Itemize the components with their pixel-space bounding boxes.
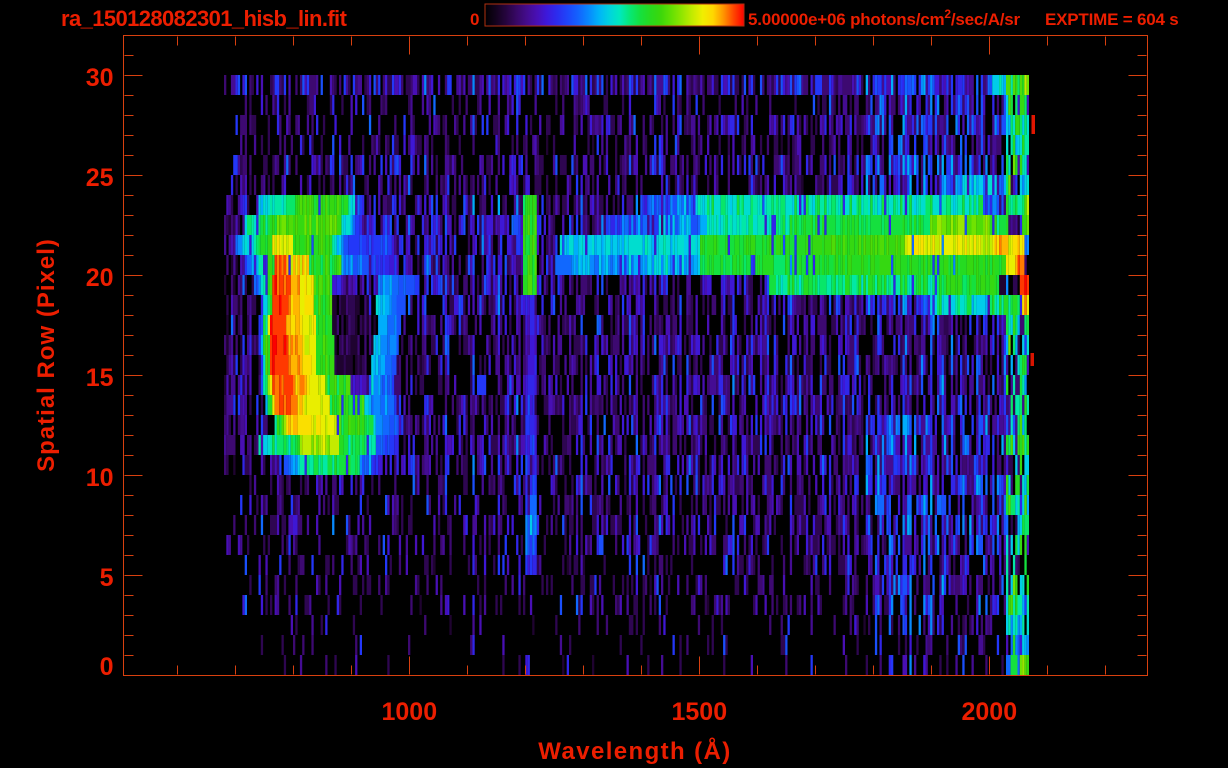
svg-text:10: 10 (86, 464, 114, 492)
svg-text:5.00000e+06 photons/cm2/sec/A/: 5.00000e+06 photons/cm2/sec/A/sr (748, 7, 1021, 29)
svg-text:5: 5 (100, 564, 114, 592)
svg-text:25: 25 (86, 164, 114, 192)
svg-text:2000: 2000 (961, 698, 1017, 726)
svg-text:0: 0 (470, 10, 479, 29)
svg-text:20: 20 (86, 264, 114, 292)
svg-text:Wavelength (Å): Wavelength (Å) (538, 737, 731, 765)
svg-text:30: 30 (86, 64, 114, 92)
svg-text:Spatial Row (Pixel): Spatial Row (Pixel) (33, 238, 60, 472)
svg-text:ra_150128082301_hisb_lin.fit: ra_150128082301_hisb_lin.fit (61, 6, 348, 31)
svg-text:EXPTIME = 604 s: EXPTIME = 604 s (1045, 10, 1179, 29)
svg-text:1500: 1500 (671, 698, 727, 726)
svg-text:1000: 1000 (381, 698, 437, 726)
svg-text:15: 15 (86, 364, 114, 392)
svg-text:0: 0 (100, 653, 114, 681)
